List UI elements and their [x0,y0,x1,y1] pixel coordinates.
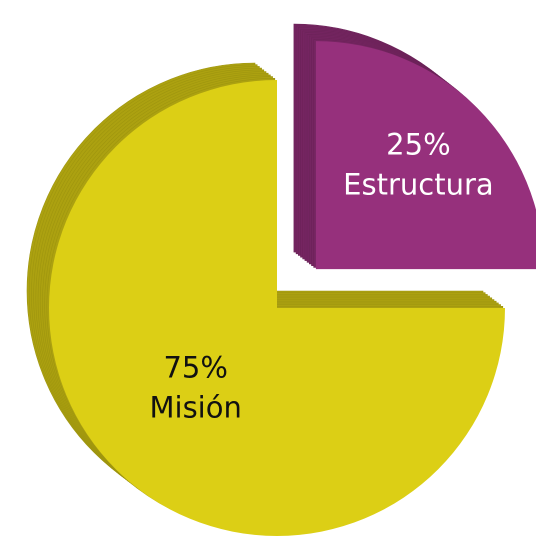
slice [315,41,536,270]
slice-value-label: 25% [386,128,450,162]
slice [49,80,505,536]
slice-category-label: Misión [149,390,241,424]
slice-category-label: Estructura [343,168,494,202]
slice-value-label: 75% [163,350,227,384]
